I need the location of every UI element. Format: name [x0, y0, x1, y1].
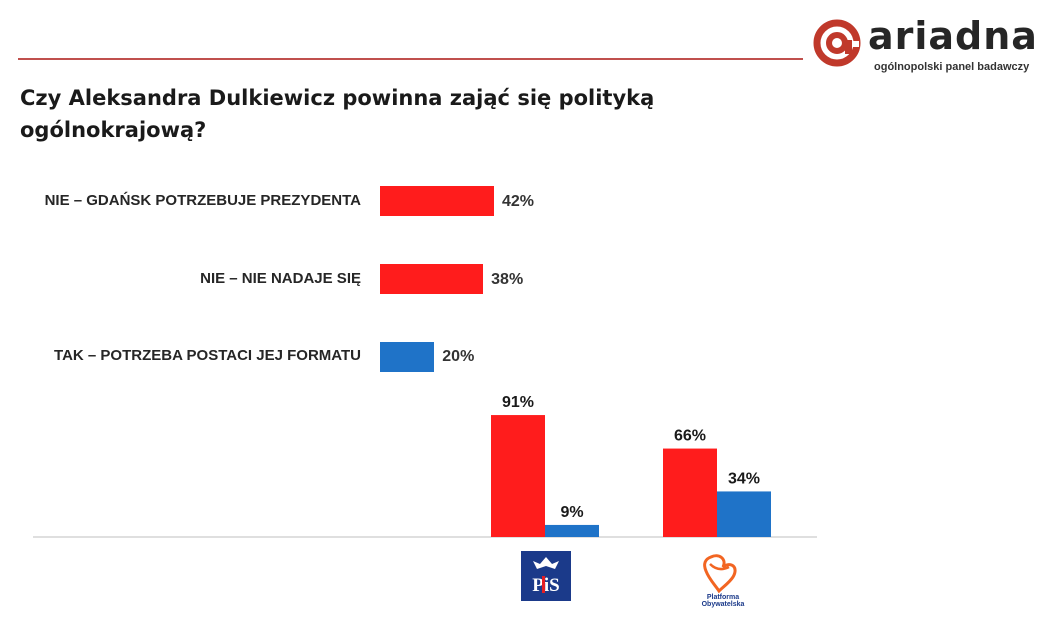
hbar-label: NIE – GDAŃSK POTRZEBUJE PREZYDENTA	[44, 192, 361, 209]
hbar-gdansk-needs-mayor	[380, 186, 494, 216]
header-rule	[18, 58, 803, 60]
hbar-label: TAK – POTRZEBA POSTACI JEJ FORMATU	[54, 347, 361, 364]
hbar-yes-needed	[380, 342, 435, 372]
hbar-value: 20%	[442, 348, 475, 365]
vbar-value: 91%	[502, 394, 534, 411]
ariadna-logo: ariadna ogólnopolski panel badawczy	[812, 14, 1048, 80]
brand-name: ariadna	[868, 14, 1038, 58]
po-logo-text-line2: Obywatelska	[702, 601, 745, 608]
po-heart-icon: Platforma Obywatelska	[702, 554, 745, 608]
hbar-label: NIE – NIE NADAJE SIĘ	[200, 270, 361, 287]
hbar-value: 38%	[491, 271, 524, 288]
vbar-value: 66%	[674, 428, 706, 445]
ariadna-spiral-icon	[813, 19, 861, 67]
hbar-value: 42%	[502, 193, 535, 210]
po-logo-text-line1: Platforma	[707, 594, 739, 601]
chart-title: Czy Aleksandra Dulkiewicz powinna zająć …	[20, 86, 655, 142]
pis-eagle-icon: PiS	[521, 551, 571, 601]
vbar-pis-blue	[545, 524, 599, 537]
po-party-logo: Platforma Obywatelska	[693, 549, 753, 609]
pis-logo-text: PiS	[532, 575, 559, 596]
pis-party-logo: PiS	[521, 551, 571, 601]
vbar-value: 34%	[728, 470, 760, 487]
vbar-value: 9%	[560, 504, 583, 521]
vbar-po-blue	[717, 491, 771, 537]
hbar-not-suitable	[380, 264, 484, 294]
vbar-po-red	[663, 448, 717, 537]
vbar-pis-red	[491, 415, 545, 537]
brand-tagline: ogólnopolski panel badawczy	[874, 61, 1030, 73]
